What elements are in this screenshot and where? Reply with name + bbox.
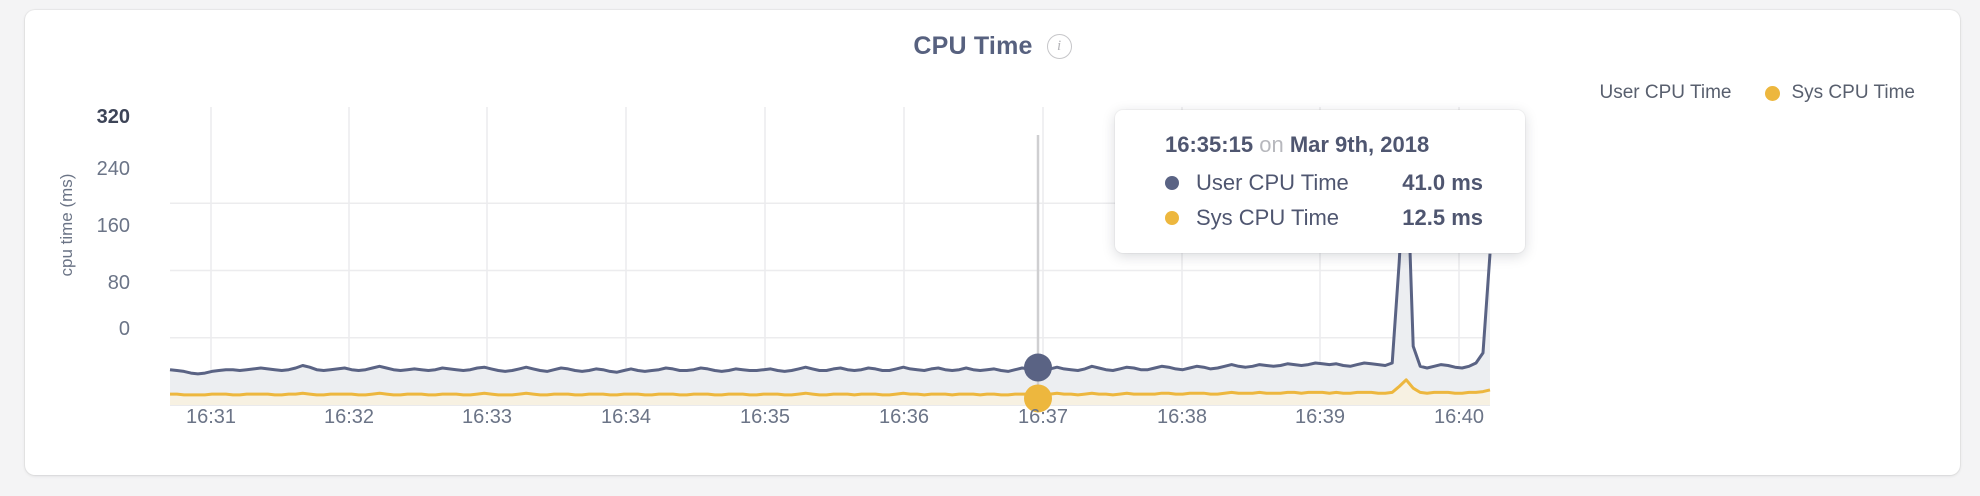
x-axis-tick-1634: 16:34	[600, 406, 652, 428]
tooltip-value-sys: 12.5 ms	[1402, 205, 1483, 230]
x-axis-tick-1637: 16:37	[1017, 406, 1069, 428]
tooltip-on-word: on	[1259, 132, 1284, 157]
x-axis-tick-1633: 16:33	[461, 406, 513, 428]
tooltip-color-dot-user	[1165, 176, 1179, 190]
cpu-time-chart-card: CPU Time i User CPU Time Sys CPU Time cp…	[25, 10, 1960, 475]
x-axis-tick-1631: 16:31	[185, 406, 237, 428]
x-axis-tick-1632: 16:32	[323, 406, 375, 428]
y-axis-tick-80: 80	[107, 272, 130, 294]
legend-item-user-cpu-time[interactable]: User CPU Time	[1574, 82, 1732, 104]
x-axis-tick-1638: 16:38	[1156, 406, 1208, 428]
tooltip-value-user: 41.0 ms	[1402, 170, 1483, 195]
hover-tooltip: 16:35:15 on Mar 9th, 2018 User CPU Time …	[1115, 110, 1525, 253]
chart-legend: User CPU Time Sys CPU Time	[1574, 82, 1916, 104]
y-axis-tick-320: 320	[96, 106, 130, 128]
tooltip-label-user: User CPU Time	[1196, 170, 1349, 195]
legend-label-user: User CPU Time	[1599, 82, 1732, 103]
tooltip-label-sys: Sys CPU Time	[1196, 205, 1340, 230]
tooltip-row-sys-cpu-time: Sys CPU Time 12.5 ms	[1115, 205, 1525, 231]
y-axis-tick-160: 160	[96, 215, 130, 237]
legend-item-sys-cpu-time[interactable]: Sys CPU Time	[1765, 82, 1915, 104]
x-axis-tick-1635: 16:35	[739, 406, 791, 428]
page-title: CPU Time	[913, 32, 1033, 60]
y-axis-tick-0: 0	[118, 318, 130, 340]
x-axis-tick-1639: 16:39	[1294, 406, 1346, 428]
tooltip-row-user-cpu-time: User CPU Time 41.0 ms	[1115, 170, 1525, 196]
tooltip-time: 16:35:15	[1165, 132, 1254, 157]
y-axis-tick-240: 240	[96, 158, 130, 180]
tooltip-date: Mar 9th, 2018	[1289, 132, 1430, 157]
tooltip-color-dot-sys	[1165, 211, 1179, 225]
info-icon[interactable]: i	[1046, 34, 1072, 59]
x-axis-tick-1640: 16:40	[1433, 406, 1485, 428]
plot-area[interactable]: cpu time (ms) 320 240 160 80 0 16:31 16:…	[25, 10, 1960, 475]
legend-label-sys: Sys CPU Time	[1791, 82, 1915, 103]
tooltip-timestamp: 16:35:15 on Mar 9th, 2018	[1115, 132, 1525, 158]
legend-color-dot-sys	[1765, 85, 1781, 101]
chart-header: CPU Time i	[25, 32, 1960, 61]
x-axis-tick-1636: 16:36	[878, 406, 930, 428]
